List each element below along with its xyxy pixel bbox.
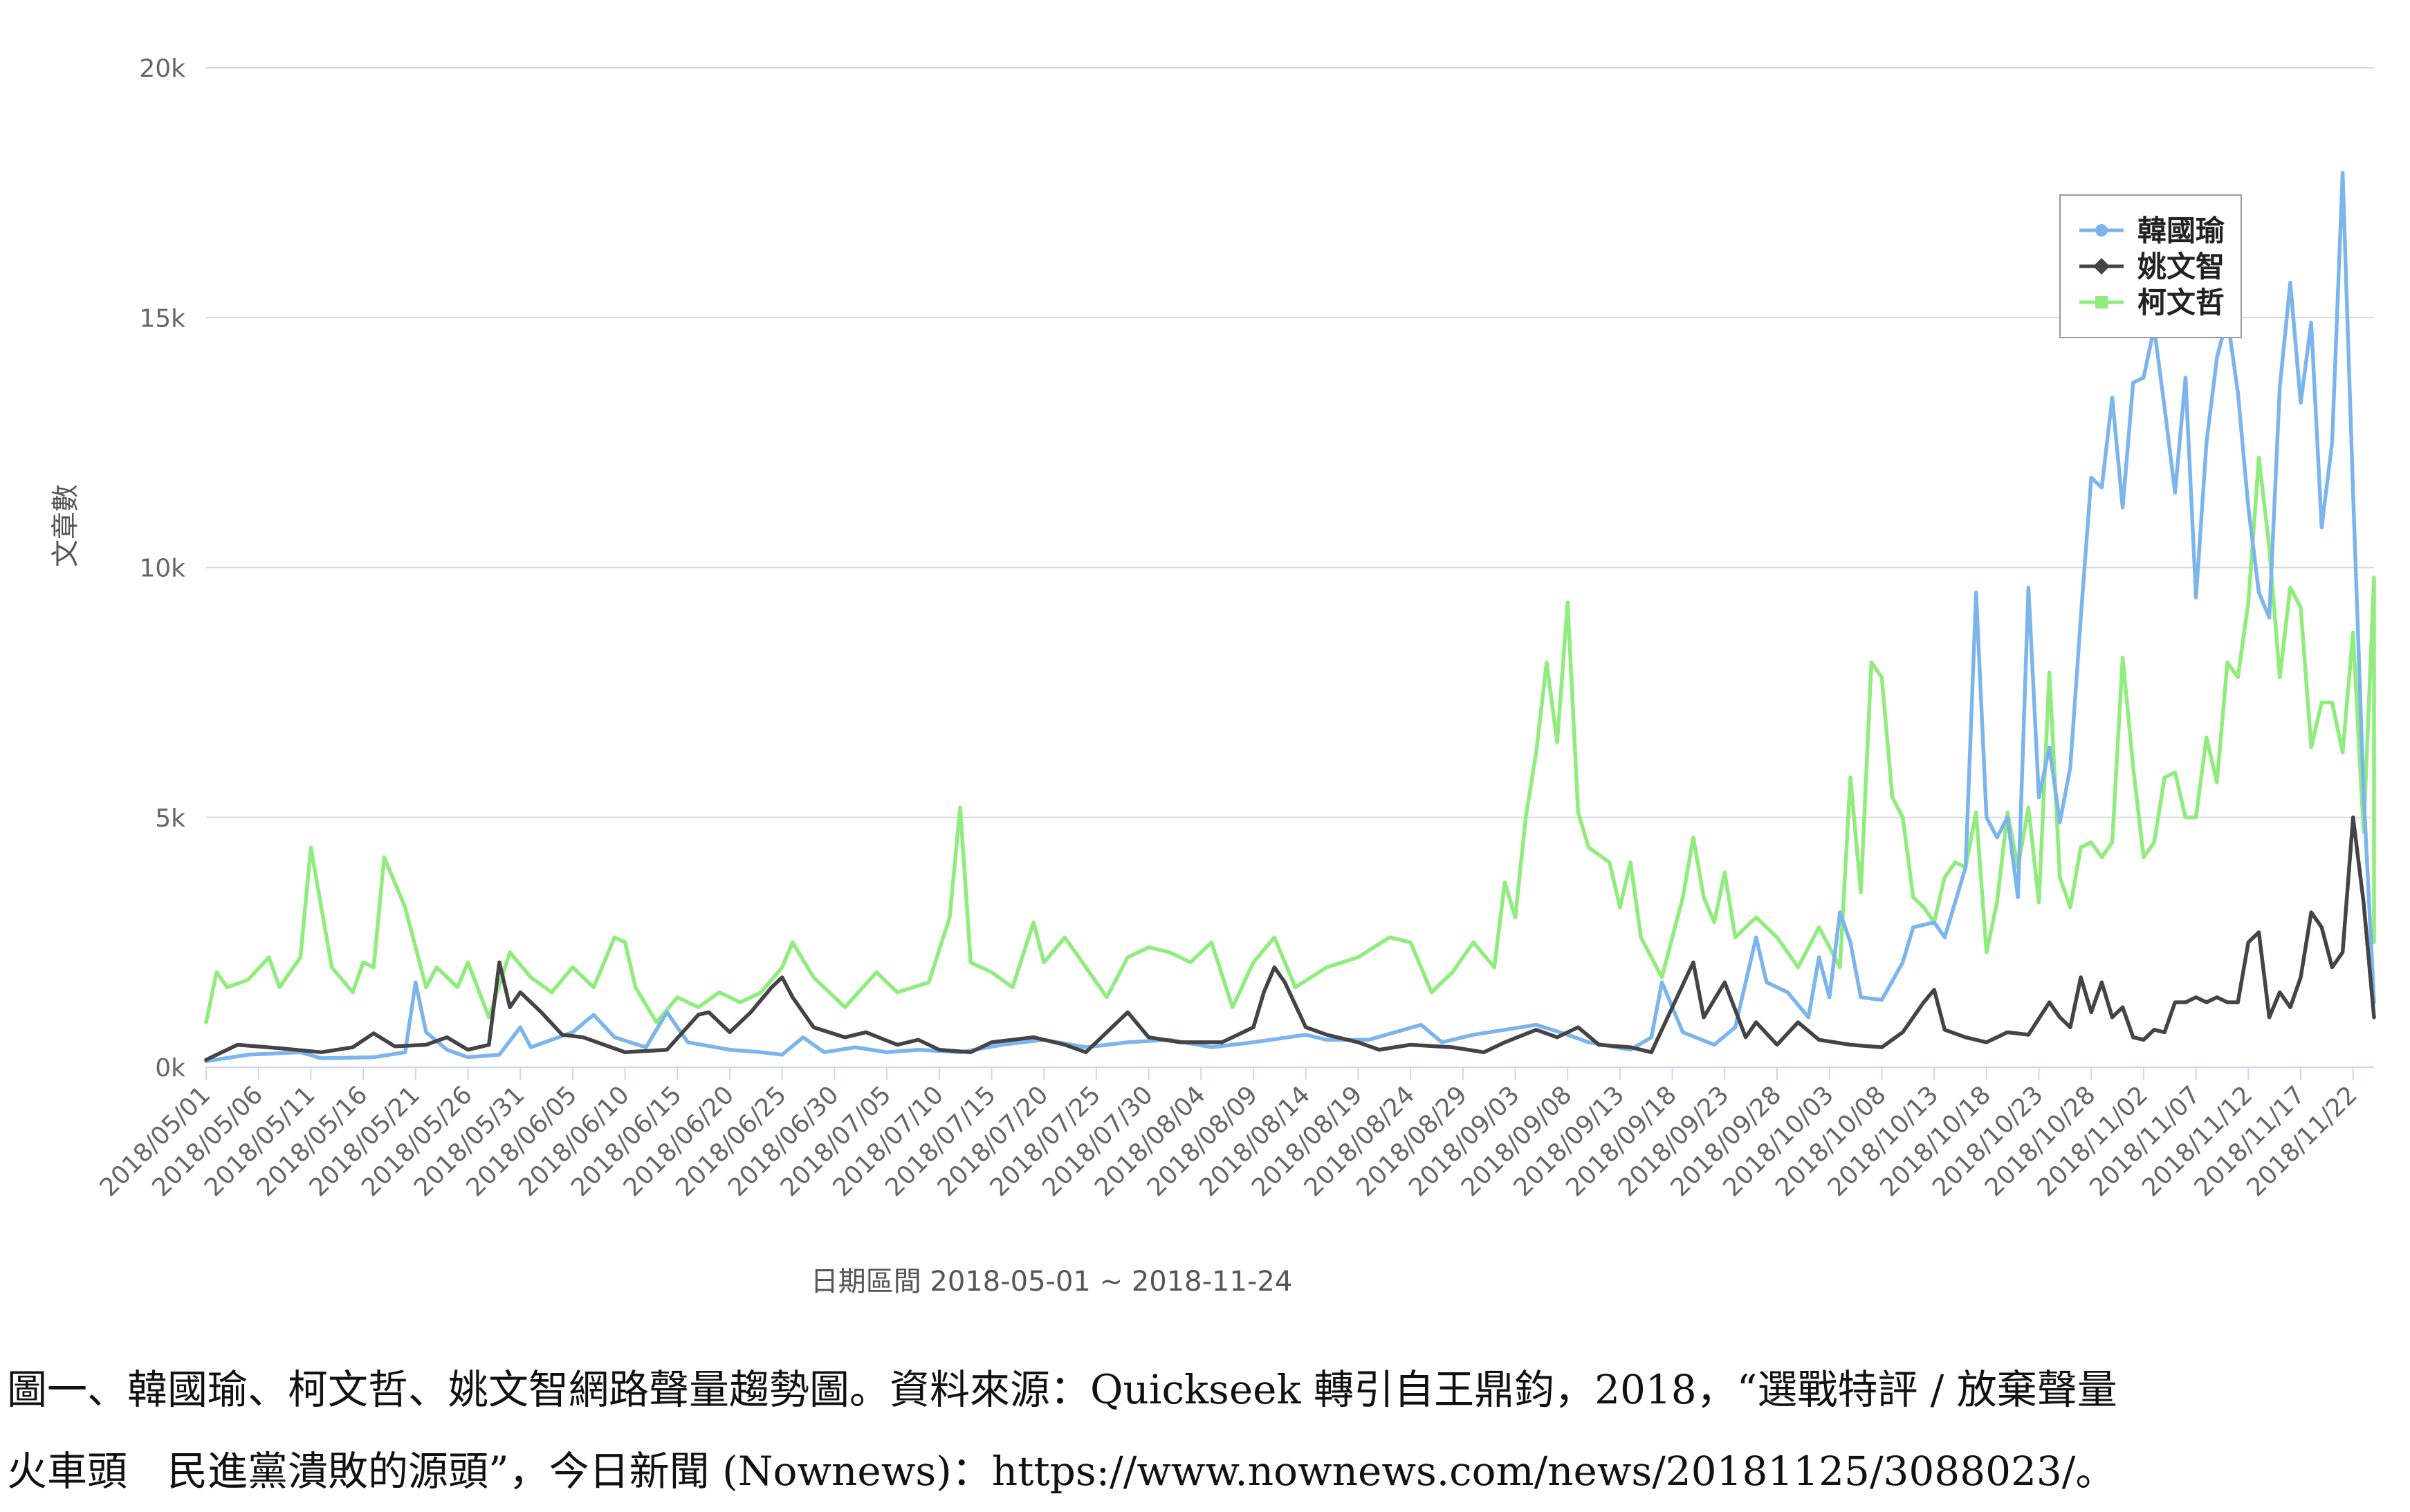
x-axis-title: 日期區間 2018-05-01 ~ 2018-11-24	[811, 1266, 1293, 1298]
legend-item-1[interactable]: 姚文智	[2079, 250, 2225, 284]
legend[interactable]: 韓國瑜 姚文智 柯文哲	[2059, 194, 2242, 338]
caption-line-1: 圖一、韓國瑜、柯文哲、姚文智網路聲量趨勢圖。資料來源：Quickseek 轉引自…	[7, 1366, 2117, 1413]
square-marker-icon	[2095, 296, 2108, 308]
series-layer	[204, 170, 2376, 1064]
legend-label-2: 柯文哲	[2137, 286, 2225, 320]
circle-marker-icon	[2095, 224, 2108, 237]
legend-label-1: 姚文智	[2137, 250, 2225, 284]
series-line-2[interactable]	[204, 455, 2376, 1024]
series-line-0[interactable]	[204, 170, 2376, 1064]
y-tick-label: 15k	[139, 304, 185, 333]
diamond-marker-icon	[2093, 258, 2110, 275]
trend-chart: 0k 5k 10k 15k 20k 2018/05/012018/05/062018/0…	[50, 55, 2376, 1298]
y-axis-title: 文章數	[50, 484, 82, 567]
series-line-1[interactable]	[204, 815, 2376, 1062]
y-tick-label: 20k	[139, 55, 185, 83]
x-axis: 2018/05/012018/05/062018/05/112018/05/16…	[95, 1067, 2374, 1202]
legend-item-0[interactable]: 韓國瑜	[2079, 214, 2225, 248]
y-tick-label: 0k	[155, 1054, 185, 1082]
legend-label-0: 韓國瑜	[2137, 214, 2225, 248]
legend-item-2[interactable]: 柯文哲	[2079, 286, 2225, 320]
y-axis-ticks: 0k 5k 10k 15k 20k	[139, 55, 185, 1082]
caption-line-2: 火車頭 民進黨潰敗的源頭”，今日新聞 (Nownews)：https://www…	[7, 1448, 2116, 1495]
figure-caption: 圖一、韓國瑜、柯文哲、姚文智網路聲量趨勢圖。資料來源：Quickseek 轉引自…	[7, 1349, 2400, 1512]
grid-lines	[206, 67, 2374, 1068]
y-tick-label: 5k	[155, 804, 185, 833]
y-tick-label: 10k	[139, 555, 185, 583]
